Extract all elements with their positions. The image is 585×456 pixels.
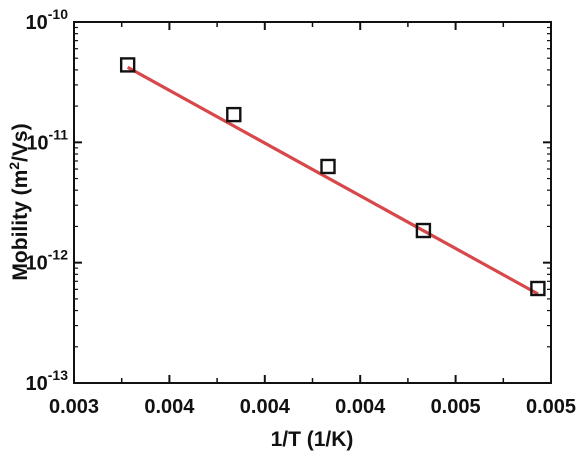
x-tick-label: 0.004 bbox=[240, 396, 291, 418]
x-tick-labels: 0.003 0.004 0.004 0.004 0.005 0.005 bbox=[49, 396, 576, 418]
y-tick-labels: 10-13 10-12 10-11 10-10 bbox=[26, 6, 69, 395]
y-axis-title-main: Mobility (m bbox=[9, 170, 32, 281]
y-axis-title-tail: /Vs) bbox=[9, 123, 32, 162]
data-point bbox=[415, 222, 432, 239]
data-point bbox=[119, 57, 136, 73]
x-ticks bbox=[73, 22, 552, 383]
x-axis-title: 1/T (1/K) bbox=[271, 428, 354, 451]
y-ticks bbox=[74, 21, 551, 384]
y-tick-label: 10-10 bbox=[26, 6, 69, 34]
x-tick-label: 0.004 bbox=[335, 396, 386, 418]
x-tick-label: 0.004 bbox=[144, 396, 195, 418]
marker-layer bbox=[119, 57, 546, 297]
y-tick-label: 10-11 bbox=[26, 126, 68, 154]
data-point bbox=[226, 106, 242, 123]
x-tick-label: 0.003 bbox=[49, 396, 99, 418]
fit-layer bbox=[126, 65, 539, 296]
data-point bbox=[530, 280, 546, 297]
x-tick-label: 0.005 bbox=[431, 396, 481, 418]
data-point bbox=[320, 158, 336, 175]
fit-line bbox=[126, 65, 539, 296]
y-tick-label: 10-12 bbox=[26, 247, 69, 275]
x-tick-label: 0.005 bbox=[526, 396, 576, 418]
y-axis-title-sup: 2 bbox=[6, 162, 22, 170]
y-tick-label: 10-13 bbox=[26, 367, 69, 395]
y-axis-title: Mobility (m2/Vs) bbox=[6, 123, 32, 280]
